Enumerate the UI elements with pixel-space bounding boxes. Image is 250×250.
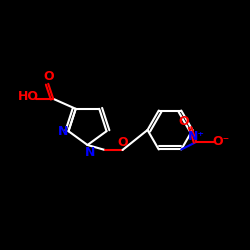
Text: HO: HO [18, 90, 39, 103]
Text: N: N [58, 125, 69, 138]
Text: O: O [43, 70, 54, 83]
Text: O⁻: O⁻ [213, 136, 230, 148]
Text: O: O [178, 116, 189, 128]
Text: O: O [117, 136, 128, 149]
Text: N⁺: N⁺ [188, 130, 205, 143]
Text: N: N [85, 146, 95, 159]
